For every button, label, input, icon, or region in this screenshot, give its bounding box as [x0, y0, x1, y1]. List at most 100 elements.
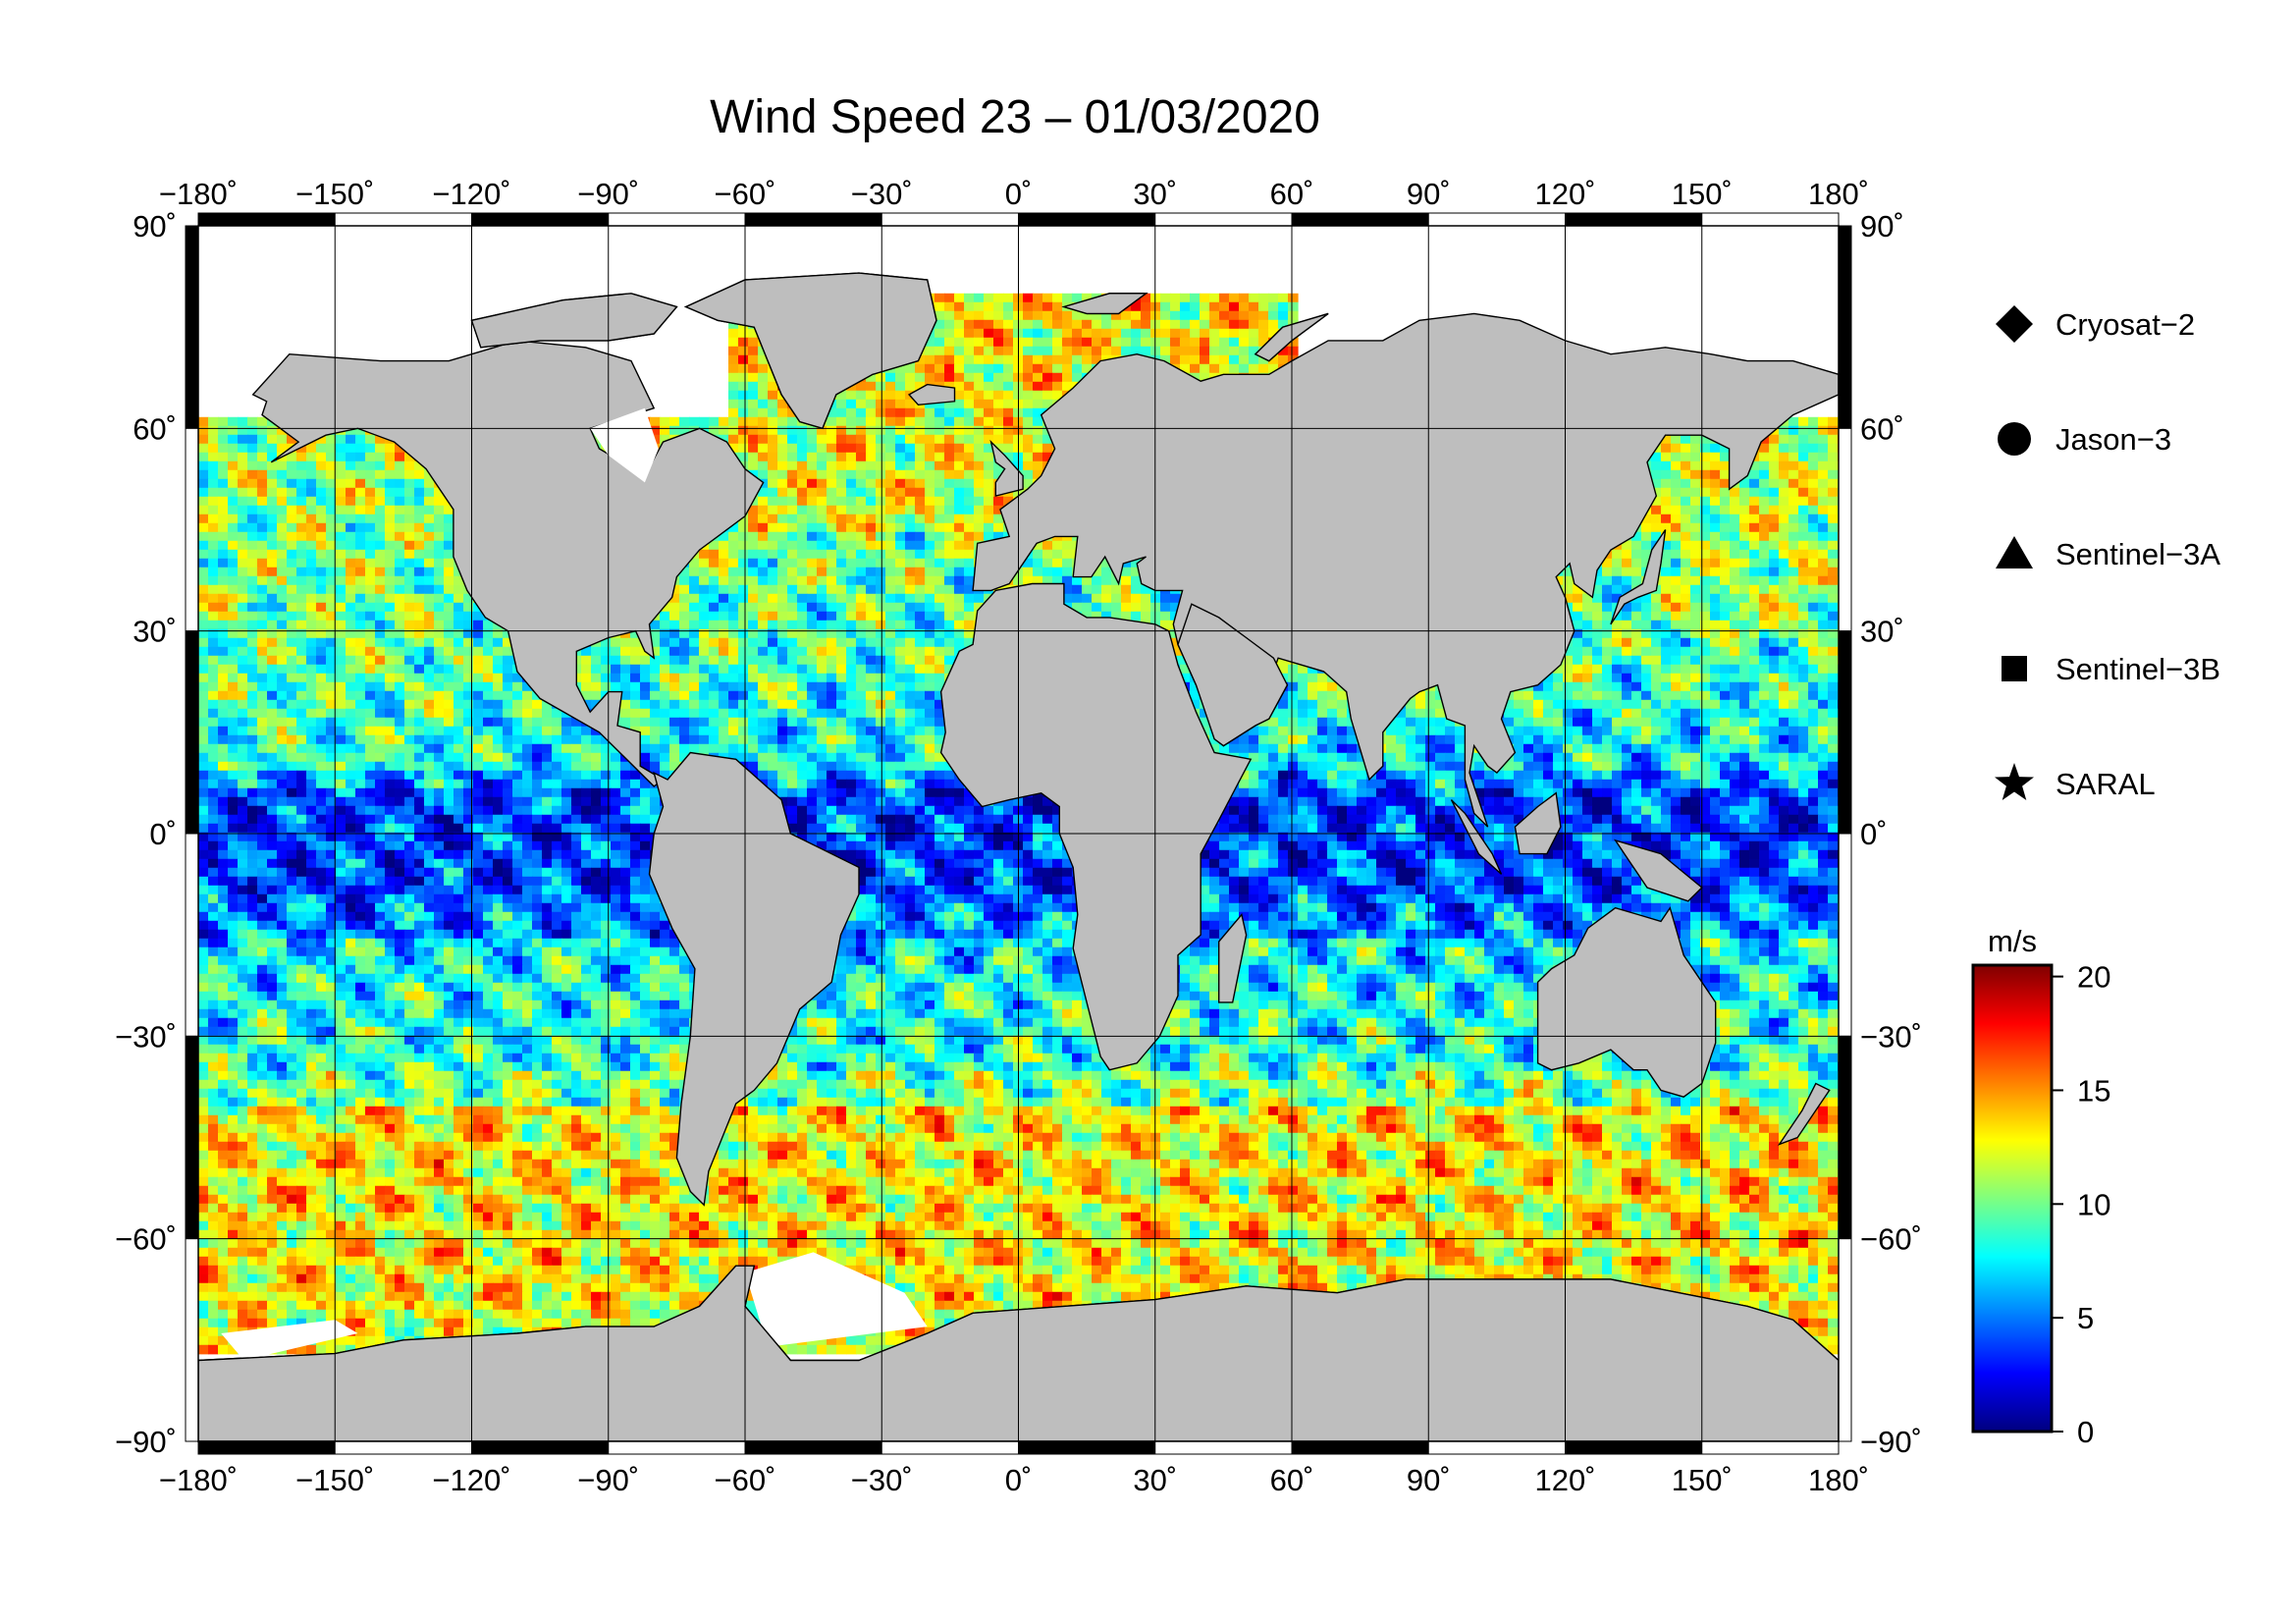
- wind-cell: [1818, 611, 1829, 622]
- wind-cell: [1170, 593, 1181, 604]
- wind-cell: [797, 496, 808, 507]
- wind-cell: [748, 381, 759, 392]
- wind-cell: [915, 522, 926, 533]
- wind-cell: [444, 514, 454, 524]
- wind-cell: [1160, 620, 1171, 630]
- wind-cell: [1042, 452, 1053, 462]
- wind-cell: [768, 372, 778, 383]
- wind-cell: [934, 531, 945, 542]
- wind-cell: [984, 443, 994, 454]
- wind-cell: [296, 478, 307, 489]
- wind-cell: [1651, 478, 1662, 489]
- wind-cell: [228, 628, 239, 639]
- wind-cell: [306, 460, 317, 471]
- wind-cell: [984, 460, 994, 471]
- wind-cell: [954, 522, 965, 533]
- wind-cell: [748, 514, 759, 524]
- wind-cell: [1042, 293, 1053, 303]
- wind-cell: [1739, 593, 1750, 604]
- wind-cell: [1209, 354, 1220, 365]
- wind-cell: [925, 363, 935, 374]
- wind-cell: [375, 460, 386, 471]
- wind-cell: [326, 531, 337, 542]
- wind-cell: [1779, 434, 1789, 445]
- wind-cell: [915, 531, 926, 542]
- wind-cell: [1671, 452, 1682, 462]
- wind-cell: [964, 514, 975, 524]
- wind-cell: [385, 593, 396, 604]
- wind-cell: [218, 602, 229, 613]
- wind-cell: [414, 567, 425, 577]
- wind-cell: [247, 434, 258, 445]
- wind-cell: [885, 407, 896, 418]
- wind-cell: [1828, 575, 1839, 586]
- wind-cell: [1730, 540, 1740, 551]
- wind-cell: [336, 478, 347, 489]
- wind-cell: [414, 575, 425, 586]
- wind-cell: [208, 496, 219, 507]
- wind-cell: [1150, 301, 1161, 312]
- wind-cell: [1720, 469, 1731, 480]
- wind-cell: [856, 611, 867, 622]
- wind-cell: [807, 593, 818, 604]
- wind-cell: [709, 558, 720, 568]
- wind-cell: [1042, 390, 1053, 401]
- wind-cell: [827, 567, 837, 577]
- wind-cell: [669, 425, 680, 436]
- wind-cell: [777, 584, 788, 595]
- wind-cell: [414, 531, 425, 542]
- wind-cell: [699, 584, 710, 595]
- wind-cell: [1710, 575, 1721, 586]
- wind-cell: [316, 567, 327, 577]
- wind-cell: [964, 372, 975, 383]
- wind-cell: [1249, 363, 1259, 374]
- wind-cell: [650, 628, 661, 639]
- wind-cell: [198, 575, 209, 586]
- wind-cell: [277, 593, 288, 604]
- wind-cell: [1023, 346, 1034, 356]
- wind-cell: [885, 602, 896, 613]
- wind-cell: [346, 549, 356, 560]
- wind-cell: [787, 514, 798, 524]
- wind-cell: [895, 425, 906, 436]
- wind-cell: [208, 611, 219, 622]
- wind-cell: [915, 434, 926, 445]
- wind-cell: [758, 381, 769, 392]
- wind-cell: [748, 522, 759, 533]
- wind-cell: [1582, 620, 1593, 630]
- wind-cell: [866, 443, 877, 454]
- wind-cell: [768, 584, 778, 595]
- wind-cell: [934, 522, 945, 533]
- wind-cell: [473, 611, 484, 622]
- wind-cell: [964, 531, 975, 542]
- wind-cell: [748, 363, 759, 374]
- wind-cell: [395, 469, 405, 480]
- wind-cell: [1789, 514, 1799, 524]
- wind-cell: [355, 531, 366, 542]
- wind-cell: [1042, 567, 1053, 577]
- wind-cell: [326, 487, 337, 498]
- wind-cell: [954, 346, 965, 356]
- wind-cell: [787, 416, 798, 427]
- wind-cell: [1798, 558, 1809, 568]
- wind-cell: [974, 363, 985, 374]
- wind-cell: [866, 452, 877, 462]
- wind-cell: [247, 549, 258, 560]
- wind-cell: [944, 416, 955, 427]
- wind-cell: [1573, 584, 1583, 595]
- wind-cell: [954, 372, 965, 383]
- wind-cell: [719, 434, 729, 445]
- wind-cell: [346, 425, 356, 436]
- wind-cell: [866, 434, 877, 445]
- wind-cell: [846, 620, 857, 630]
- wind-cell: [287, 567, 297, 577]
- wind-cell: [1769, 496, 1780, 507]
- wind-cell: [316, 584, 327, 595]
- wind-cell: [1042, 354, 1053, 365]
- wind-cell: [954, 293, 965, 303]
- wind-cell: [1003, 434, 1014, 445]
- wind-cell: [277, 611, 288, 622]
- wind-cell: [876, 487, 886, 498]
- wind-cell: [1092, 567, 1102, 577]
- wind-cell: [1798, 549, 1809, 560]
